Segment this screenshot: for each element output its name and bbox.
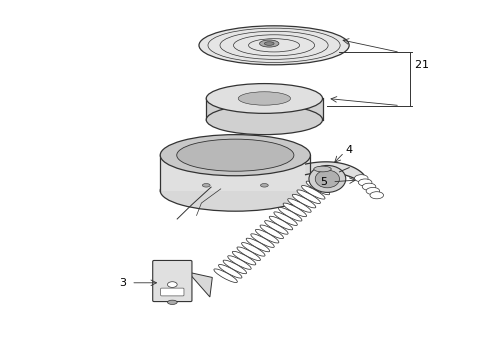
- Ellipse shape: [238, 92, 291, 105]
- Ellipse shape: [177, 139, 294, 171]
- Text: 2: 2: [415, 60, 422, 70]
- Ellipse shape: [309, 166, 346, 192]
- Ellipse shape: [222, 88, 306, 109]
- Ellipse shape: [270, 216, 293, 230]
- Ellipse shape: [297, 190, 320, 203]
- Ellipse shape: [283, 203, 307, 217]
- Ellipse shape: [260, 225, 284, 239]
- Text: 4: 4: [346, 145, 353, 155]
- Ellipse shape: [237, 247, 260, 261]
- Ellipse shape: [202, 184, 210, 187]
- Ellipse shape: [370, 192, 384, 199]
- Ellipse shape: [261, 184, 268, 187]
- Text: 1: 1: [422, 60, 429, 70]
- Ellipse shape: [265, 42, 274, 45]
- Ellipse shape: [219, 265, 242, 278]
- Text: 5: 5: [320, 177, 327, 187]
- Ellipse shape: [160, 135, 310, 176]
- FancyBboxPatch shape: [153, 260, 192, 302]
- Ellipse shape: [366, 188, 380, 194]
- Ellipse shape: [255, 229, 279, 243]
- Ellipse shape: [160, 170, 310, 211]
- Ellipse shape: [242, 243, 265, 256]
- Polygon shape: [188, 272, 212, 297]
- FancyBboxPatch shape: [161, 288, 184, 296]
- Ellipse shape: [260, 40, 279, 47]
- Ellipse shape: [315, 170, 340, 188]
- Ellipse shape: [251, 234, 274, 247]
- Text: 3: 3: [119, 278, 126, 288]
- Ellipse shape: [168, 282, 177, 287]
- Ellipse shape: [293, 194, 316, 208]
- Bar: [160, 155, 310, 191]
- Ellipse shape: [362, 183, 376, 190]
- Ellipse shape: [223, 260, 246, 274]
- Ellipse shape: [301, 185, 325, 199]
- Ellipse shape: [306, 181, 330, 195]
- Ellipse shape: [168, 300, 177, 305]
- Ellipse shape: [206, 105, 322, 135]
- Bar: [206, 99, 322, 120]
- Ellipse shape: [358, 179, 372, 186]
- Ellipse shape: [314, 166, 331, 172]
- Ellipse shape: [199, 26, 349, 65]
- Ellipse shape: [288, 199, 311, 212]
- Ellipse shape: [274, 212, 297, 225]
- Ellipse shape: [278, 207, 302, 221]
- Ellipse shape: [311, 177, 334, 190]
- Ellipse shape: [228, 256, 251, 269]
- Ellipse shape: [232, 251, 256, 265]
- Ellipse shape: [214, 269, 237, 283]
- Ellipse shape: [265, 221, 288, 234]
- Ellipse shape: [354, 175, 368, 182]
- Ellipse shape: [246, 238, 270, 252]
- Ellipse shape: [206, 84, 322, 113]
